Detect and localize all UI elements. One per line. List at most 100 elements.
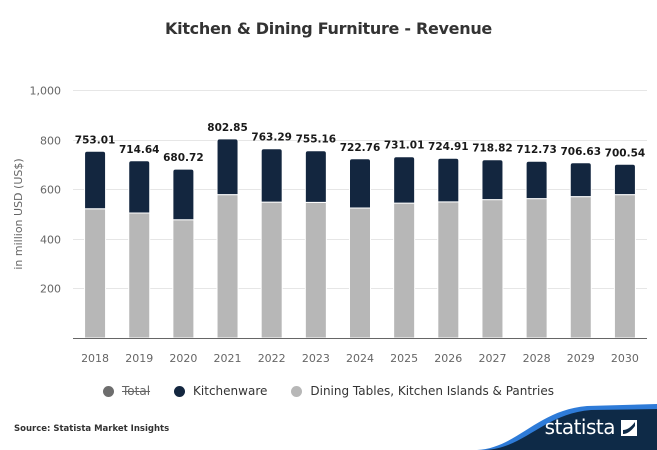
bar-segment-kitchenware[interactable] — [216, 138, 239, 196]
total-data-label: 755.16 — [296, 134, 337, 146]
bar-segment-dining[interactable] — [569, 196, 592, 339]
total-data-label: 802.85 — [207, 122, 248, 134]
bar-rect[interactable] — [84, 150, 107, 210]
legend-dot-icon — [103, 385, 115, 397]
bar-segment-kitchenware[interactable] — [569, 162, 592, 198]
bar-segment-dining[interactable] — [172, 219, 195, 339]
bar-segment-kitchenware[interactable] — [172, 168, 195, 221]
bar-rect[interactable] — [437, 201, 460, 339]
bar-segment-dining[interactable] — [525, 198, 548, 339]
bar-segment-dining[interactable] — [481, 199, 504, 339]
bar-rect[interactable] — [393, 202, 416, 339]
total-data-label: 753.01 — [75, 134, 116, 146]
x-tick-label: 2027 — [478, 352, 506, 365]
y-tick-label: 1,000 — [30, 85, 62, 98]
bar-rect[interactable] — [216, 194, 239, 339]
y-tick-label: 200 — [40, 283, 61, 296]
x-tick-label: 2025 — [390, 352, 418, 365]
bar-segment-kitchenware[interactable] — [128, 160, 151, 214]
bar-segment-kitchenware[interactable] — [437, 157, 460, 203]
bar-segment-dining[interactable] — [216, 194, 239, 339]
legend-dot-icon — [174, 385, 186, 397]
y-axis: 200 400 600 800 1,000 — [30, 85, 62, 296]
bar-segment-kitchenware[interactable] — [525, 160, 548, 200]
x-tick-label: 2030 — [611, 352, 639, 365]
bar-segment-kitchenware[interactable] — [481, 159, 504, 201]
total-data-label: 718.82 — [472, 143, 513, 155]
legend-item-total[interactable]: Total — [103, 384, 150, 398]
legend-dot-icon — [291, 385, 303, 397]
bar-rect[interactable] — [525, 160, 548, 200]
footer: Source: Statista Market Insights statist… — [0, 400, 657, 450]
bar-segment-kitchenware[interactable] — [304, 150, 327, 203]
x-tick-label: 2026 — [434, 352, 462, 365]
total-data-label: 724.91 — [428, 141, 469, 153]
total-data-label: 700.54 — [605, 147, 646, 159]
bars — [84, 138, 636, 339]
y-tick-label: 600 — [40, 184, 61, 197]
bar-segment-dining[interactable] — [393, 202, 416, 339]
y-axis-label: in million USD (US$) — [12, 158, 25, 269]
statista-logo-text[interactable]: statista — [544, 415, 616, 439]
x-tick-label: 2024 — [346, 352, 374, 365]
legend-item-dining[interactable]: Dining Tables, Kitchen Islands & Pantrie… — [291, 384, 554, 398]
bar-segment-kitchenware[interactable] — [260, 148, 283, 203]
bar-rect[interactable] — [260, 148, 283, 203]
x-tick-label: 2023 — [302, 352, 330, 365]
bar-rect[interactable] — [128, 160, 151, 214]
bar-rect[interactable] — [172, 219, 195, 339]
bar-rect[interactable] — [349, 207, 371, 339]
bar-chart: 200 400 600 800 1,000 in million USD (US$) 7… — [12, 85, 647, 365]
bar-segment-dining[interactable] — [128, 212, 151, 339]
x-tick-label: 2029 — [567, 352, 595, 365]
bar-rect[interactable] — [569, 162, 592, 198]
bar-segment-kitchenware[interactable] — [349, 158, 371, 209]
total-data-label: 763.29 — [251, 132, 292, 144]
bar-rect[interactable] — [84, 208, 107, 339]
statista-brand-banner — [477, 404, 657, 450]
bar-rect[interactable] — [525, 198, 548, 339]
bar-rect[interactable] — [304, 150, 327, 203]
bar-rect[interactable] — [304, 201, 327, 339]
bar-segment-dining[interactable] — [349, 207, 371, 339]
bar-rect[interactable] — [481, 159, 504, 201]
total-data-label: 714.64 — [119, 144, 160, 156]
bar-segment-kitchenware[interactable] — [613, 163, 636, 196]
bar-segment-dining[interactable] — [304, 201, 327, 339]
x-tick-label: 2019 — [125, 352, 153, 365]
x-tick-label: 2022 — [258, 352, 286, 365]
x-axis: 2018 2019 2020 2021 2022 2023 2024 2025 2026 2027… — [81, 352, 639, 365]
bar-rect[interactable] — [481, 199, 504, 339]
bar-segment-dining[interactable] — [613, 194, 636, 339]
bar-segment-kitchenware[interactable] — [84, 150, 107, 210]
bar-segment-dining[interactable] — [437, 201, 460, 339]
x-tick-label: 2021 — [214, 352, 242, 365]
bar-rect[interactable] — [260, 201, 283, 339]
legend-label: Total — [122, 384, 151, 398]
legend: Total Kitchenware Dining Tables, Kitchen… — [0, 384, 657, 398]
bar-segment-kitchenware[interactable] — [393, 156, 416, 204]
legend-item-kitchenware[interactable]: Kitchenware — [174, 384, 267, 398]
bar-rect[interactable] — [349, 158, 371, 209]
legend-label: Dining Tables, Kitchen Islands & Pantrie… — [310, 384, 554, 398]
bar-rect[interactable] — [128, 212, 151, 339]
bar-rect[interactable] — [569, 196, 592, 339]
bar-rect[interactable] — [393, 156, 416, 204]
bar-segment-dining[interactable] — [84, 208, 107, 339]
total-data-label: 680.72 — [163, 152, 204, 164]
chart-title: Kitchen & Dining Furniture - Revenue — [165, 19, 492, 38]
bar-rect[interactable] — [613, 194, 636, 339]
total-data-label: 706.63 — [561, 146, 602, 158]
total-data-label: 712.73 — [516, 144, 557, 156]
y-tick-label: 800 — [40, 135, 61, 148]
total-data-label: 722.76 — [340, 142, 381, 154]
bar-rect[interactable] — [613, 163, 636, 196]
legend-label: Kitchenware — [193, 384, 268, 398]
bar-segment-dining[interactable] — [260, 201, 283, 339]
statista-logo-icon — [621, 420, 637, 436]
source-text: Source: Statista Market Insights — [14, 424, 170, 434]
bar-rect[interactable] — [216, 138, 239, 196]
bar-rect[interactable] — [172, 168, 195, 221]
bar-rect[interactable] — [437, 157, 460, 203]
